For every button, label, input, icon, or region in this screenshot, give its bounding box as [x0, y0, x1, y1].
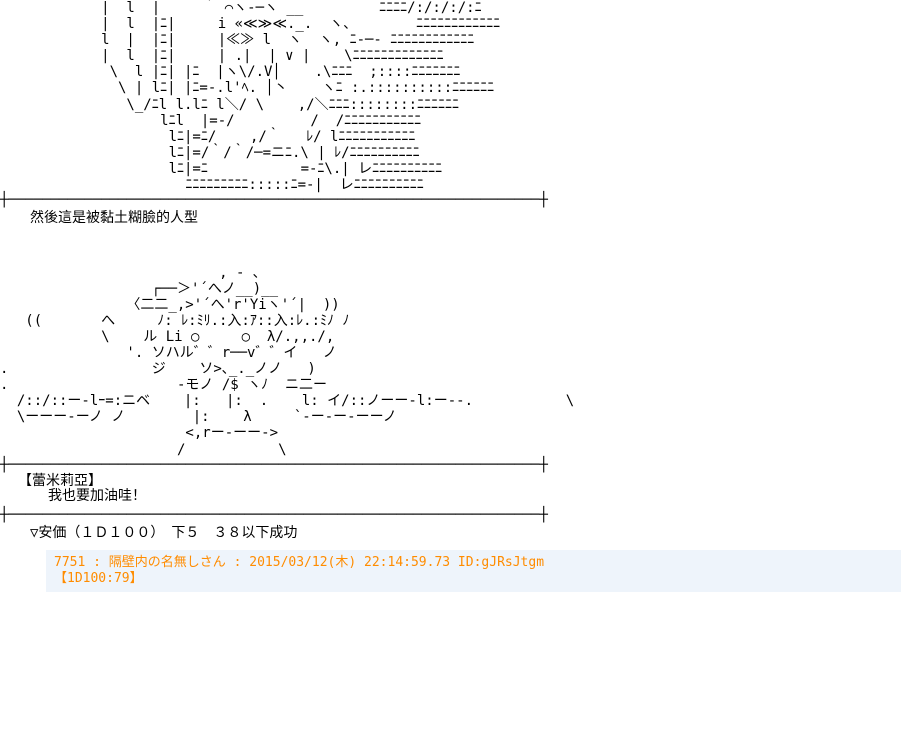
reply-header: 7751 : 隔壁内の名無しさん : 2015/03/12(木) 22:14:5…: [54, 556, 893, 570]
divider-1: ┼───────────────────────────────────────…: [0, 193, 901, 207]
anka-line: ▽安価（１Ｄ１００） 下５ ３８以下成功: [30, 526, 901, 541]
reply-body: 【1D100:79】: [54, 572, 893, 586]
divider-2: ┼───────────────────────────────────────…: [0, 458, 901, 472]
ascii-art-2: , - ､ ┌──＞'´へノ__)__ 〈二二_,>'´へ'r'Yiヽ'´| )…: [0, 265, 901, 458]
caption-1: 然後這是被黏土糊臉的人型: [30, 211, 901, 226]
speaker-block: 【蕾米莉亞】 我也要加油哇！: [18, 474, 901, 505]
dialogue-line: 我也要加油哇！: [48, 488, 146, 504]
divider-3: ┼───────────────────────────────────────…: [0, 508, 901, 522]
speaker-name: 【蕾米莉亞】: [18, 473, 102, 489]
reply-block: 7751 : 隔壁内の名無しさん : 2015/03/12(木) 22:14:5…: [46, 550, 901, 593]
ascii-art-1: | l | ｀ ⌒ヽ-─ヽ __ ﾆﾆﾆﾆ/:/:/:/:ﾆ | l |ﾆ| i…: [0, 0, 901, 193]
